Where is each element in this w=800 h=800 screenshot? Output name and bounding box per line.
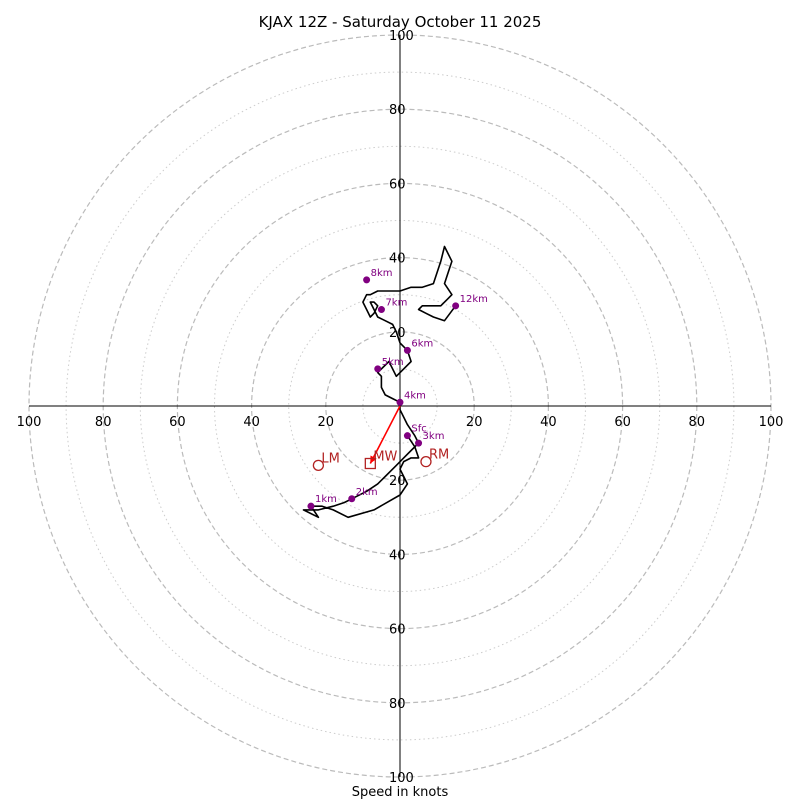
x-tick-label: 100 xyxy=(759,415,784,430)
height-point-7km xyxy=(377,306,385,314)
height-point-2km xyxy=(348,495,356,503)
y-tick-label: 60 xyxy=(389,623,406,638)
shear-vector-arrowhead xyxy=(370,455,377,464)
y-tick-label: 80 xyxy=(389,103,406,118)
x-tick-label: 60 xyxy=(169,415,186,430)
height-point-5km xyxy=(374,365,382,373)
x-tick-label: 60 xyxy=(614,415,631,430)
height-label-12km: 12km xyxy=(460,294,488,305)
height-point-1km xyxy=(307,502,315,510)
height-label-3km: 3km xyxy=(423,431,445,442)
height-label-2km: 2km xyxy=(356,487,378,498)
y-tick-label: 100 xyxy=(389,771,414,786)
height-point-12km xyxy=(452,302,460,310)
height-point-Sfc xyxy=(403,432,411,440)
height-point-6km xyxy=(403,346,411,354)
y-tick-label: 80 xyxy=(389,697,406,712)
y-tick-label: 20 xyxy=(389,474,406,489)
height-label-Sfc: Sfc xyxy=(411,424,426,435)
height-points: Sfc 1km 2km 3km 4km 5km 6km 7km 8km 12km xyxy=(307,268,488,510)
x-tick-label: 20 xyxy=(466,415,483,430)
y-tick-label: 40 xyxy=(389,548,406,563)
x-tick-label: 80 xyxy=(95,415,112,430)
hodograph-trace-group xyxy=(302,245,457,519)
motion-marker-LM xyxy=(312,459,325,472)
x-axis-label: Speed in knots xyxy=(352,785,449,800)
height-point-4km xyxy=(396,398,404,406)
height-point-8km xyxy=(363,276,371,284)
storm-motion-markers: LM MW RM xyxy=(312,405,449,472)
tick-labels: 100 80 60 40 20 20 40 60 80 100100806040202040608… xyxy=(17,29,784,786)
height-point-3km xyxy=(415,439,423,447)
motion-label-RM: RM xyxy=(429,448,449,463)
height-label-7km: 7km xyxy=(385,298,407,309)
x-tick-label: 20 xyxy=(318,415,335,430)
x-tick-label: 40 xyxy=(243,415,260,430)
y-tick-label: 40 xyxy=(389,252,406,267)
x-tick-label: 100 xyxy=(17,415,42,430)
motion-marker-MW xyxy=(364,457,376,470)
height-label-8km: 8km xyxy=(371,268,393,279)
motion-marker-RM xyxy=(420,455,432,468)
x-tick-label: 80 xyxy=(689,415,706,430)
height-label-5km: 5km xyxy=(382,357,404,368)
x-tick-label: 40 xyxy=(540,415,557,430)
motion-label-MW: MW xyxy=(373,450,397,465)
height-label-1km: 1km xyxy=(315,494,337,505)
y-tick-label: 100 xyxy=(389,29,414,44)
height-label-6km: 6km xyxy=(411,338,433,349)
y-tick-label: 60 xyxy=(389,177,406,192)
chart-title: KJAX 12Z - Saturday October 11 2025 xyxy=(259,13,542,31)
motion-label-LM: LM xyxy=(321,451,339,466)
height-label-4km: 4km xyxy=(404,390,426,401)
hodograph-trace xyxy=(302,245,457,519)
shear-vector xyxy=(369,405,401,464)
